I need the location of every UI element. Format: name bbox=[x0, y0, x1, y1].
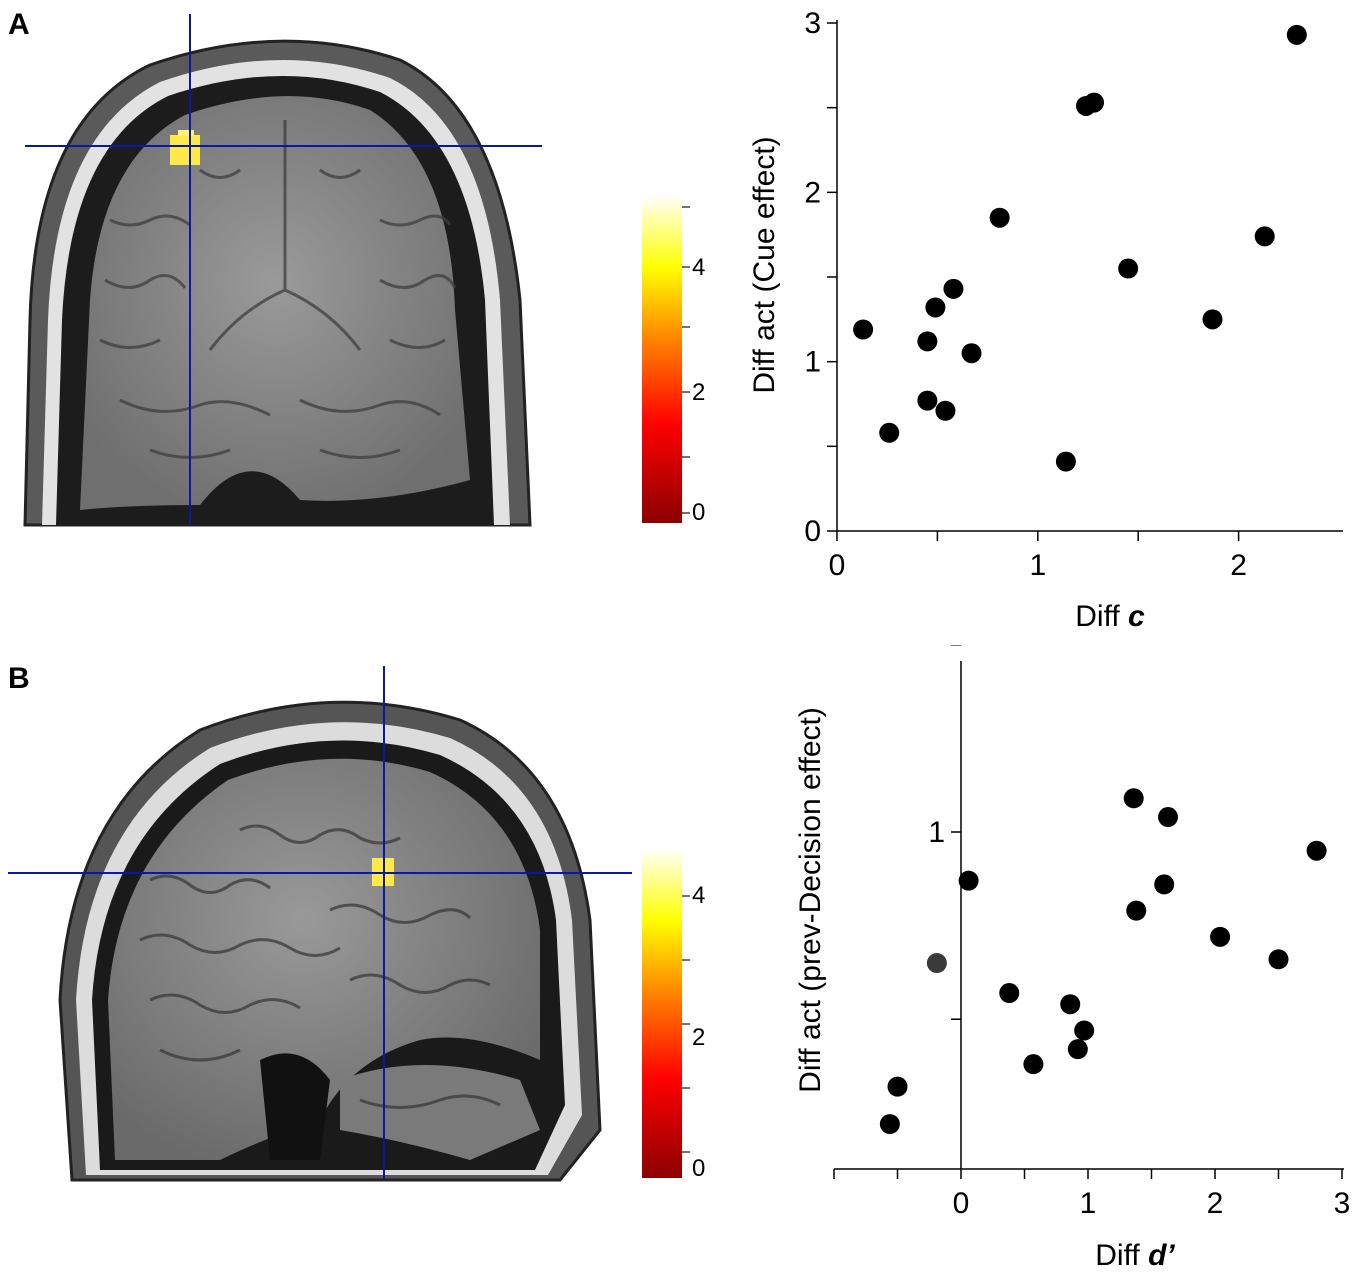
data-point bbox=[1067, 1039, 1088, 1060]
data-point bbox=[1210, 926, 1231, 947]
colorbar-b-tick-2: 2 bbox=[692, 1024, 706, 1051]
data-point bbox=[887, 1076, 908, 1097]
colorbar-a-tick-2: 2 bbox=[692, 379, 706, 406]
data-point bbox=[943, 278, 964, 299]
data-point bbox=[958, 870, 979, 891]
scatter-plot-b: 1 0 1 2 3 Diff d’ Diff act (prev-Decision effe… bbox=[794, 645, 1351, 1272]
sagittal-brain-image bbox=[8, 666, 632, 1182]
x-axis-label: Diff d’ bbox=[1095, 1239, 1175, 1272]
data-point bbox=[935, 400, 956, 421]
data-point bbox=[1074, 1020, 1095, 1041]
data-point bbox=[917, 331, 938, 352]
data-point bbox=[1084, 92, 1105, 113]
data-point bbox=[925, 297, 946, 318]
y-axis-label: Diff act (Cue effect) bbox=[748, 136, 781, 393]
y-tick-label: 1 bbox=[804, 346, 821, 379]
colorbar-b-ticks bbox=[682, 895, 690, 1153]
x-tick-label: 2 bbox=[1230, 549, 1247, 582]
data-point bbox=[1154, 874, 1175, 895]
data-point bbox=[879, 422, 900, 443]
x-tick-label: 2 bbox=[1207, 1187, 1224, 1220]
data-point bbox=[1158, 807, 1179, 828]
x-tick-label: 0 bbox=[953, 1187, 970, 1220]
x-tick-label: 1 bbox=[1029, 549, 1046, 582]
data-point bbox=[1268, 949, 1289, 970]
panel-label-b: B bbox=[8, 662, 30, 695]
colorbar-a-ticks bbox=[682, 206, 690, 514]
y-tick-label: 0 bbox=[804, 515, 821, 548]
x-tick-label: 3 bbox=[1334, 1187, 1351, 1220]
colorbar-b-tick-0: 0 bbox=[692, 1155, 706, 1182]
y-tick-label: 2 bbox=[804, 176, 821, 209]
y-tick-label: 3 bbox=[804, 7, 821, 40]
data-point bbox=[1060, 994, 1081, 1015]
data-point bbox=[961, 343, 982, 364]
data-point bbox=[1254, 226, 1275, 247]
colorbar-b-tick-4: 4 bbox=[692, 882, 706, 909]
coronal-brain-image bbox=[23, 14, 542, 527]
data-point bbox=[917, 390, 938, 411]
data-point bbox=[1023, 1054, 1044, 1075]
data-point bbox=[879, 1114, 900, 1135]
data-point bbox=[926, 953, 947, 974]
colorbar-a-tick-0: 0 bbox=[692, 499, 706, 526]
y-tick-label: 1 bbox=[928, 816, 945, 849]
scatter-plot-a: 0 1 2 3 0 1 2 Diff c Diff act (Cue effect) bbox=[748, 7, 1343, 633]
data-point bbox=[989, 207, 1010, 228]
data-point bbox=[1118, 258, 1139, 279]
data-point bbox=[1202, 309, 1223, 330]
x-axis-label: Diff c bbox=[1075, 600, 1145, 633]
data-point bbox=[1123, 788, 1144, 809]
colorbar-a bbox=[642, 195, 682, 523]
data-point bbox=[1055, 451, 1076, 472]
data-point bbox=[1126, 900, 1147, 921]
x-tick-label: 1 bbox=[1080, 1187, 1097, 1220]
y-axis-label: Diff act (prev-Decision effect) bbox=[794, 707, 827, 1093]
data-point bbox=[1286, 24, 1307, 45]
panel-label-a: A bbox=[8, 8, 30, 41]
data-point bbox=[853, 319, 874, 340]
data-point bbox=[999, 983, 1020, 1004]
data-point bbox=[1306, 840, 1327, 861]
colorbar-a-tick-4: 4 bbox=[692, 254, 706, 281]
x-tick-label: 0 bbox=[829, 549, 846, 582]
colorbar-b bbox=[642, 848, 682, 1178]
